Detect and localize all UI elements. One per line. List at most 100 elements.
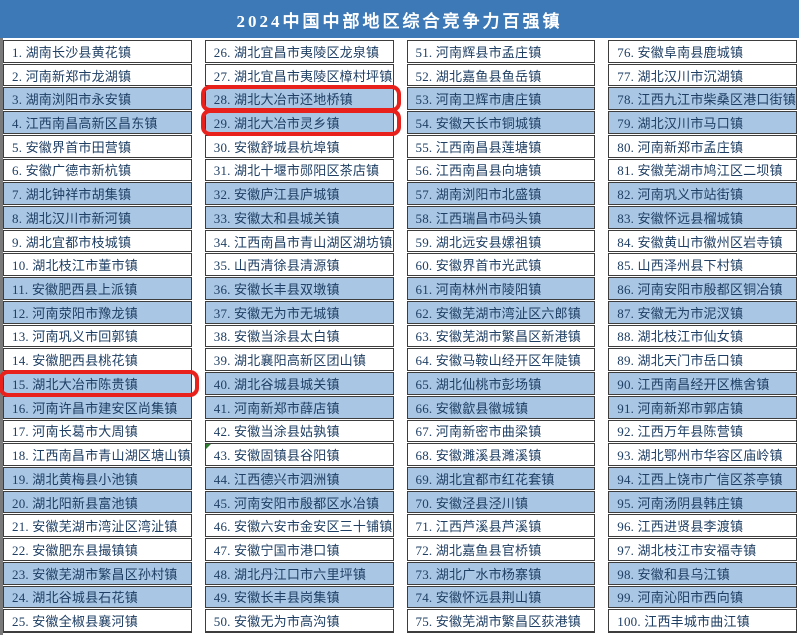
town-label: 66. 安徽歙县徽城镇 <box>415 400 529 416</box>
town-cell-11: 11. 安徽肥西县上派镇 <box>3 277 192 300</box>
town-cell-12: 12. 河南荥阳市豫龙镇 <box>3 300 192 324</box>
town-label: 42. 安徽当涂县姑孰镇 <box>213 424 340 440</box>
town-label: 87. 安徽无为市泥汊镇 <box>617 305 744 321</box>
town-label: 22. 安徽肥东县撮镇镇 <box>12 542 138 558</box>
town-cell-63: 63. 安徽芜湖市繁昌区新港镇 <box>406 324 596 348</box>
town-cell-45: 45. 河南安阳市殷都区水冶镇 <box>204 490 394 514</box>
town-cell-96: 96. 江西进贤县李渡镇 <box>608 514 797 538</box>
town-label: 35. 山西清徐县清源镇 <box>213 258 340 274</box>
town-cell-76: 76. 安徽阜南县鹿城镇 <box>608 40 797 63</box>
town-label: 43. 安徽固镇县谷阳镇 <box>213 448 340 464</box>
town-cell-69: 69. 湖北宜都市红花套镇 <box>406 466 596 490</box>
town-label: 80. 河南新郑市孟庄镇 <box>617 139 744 155</box>
town-label: 19. 湖北黄梅县小池镇 <box>12 471 138 487</box>
town-cell-100: 100. 江西丰城市曲江镇 <box>608 609 797 633</box>
town-label: 18. 江西南昌市青山湖区塘山镇 <box>12 448 191 464</box>
town-cell-51: 51. 河南辉县市孟庄镇 <box>406 40 596 63</box>
town-label: 48. 湖北丹江口市六里坪镇 <box>213 566 367 582</box>
town-cell-49: 49. 安徽长丰县岗集镇 <box>204 585 394 609</box>
town-label: 59. 湖北远安县嫘祖镇 <box>415 234 542 250</box>
town-cell-91: 91. 河南新郑市郭店镇 <box>608 395 797 419</box>
town-cell-39: 39. 湖北襄阳高新区团山镇 <box>204 348 394 372</box>
town-cell-61: 61. 河南林州市陵阳镇 <box>406 277 596 300</box>
town-label: 44. 江西德兴市泗洲镇 <box>213 471 340 487</box>
town-cell-13: 13. 河南巩义市回郭镇 <box>3 324 192 348</box>
town-cell-87: 87. 安徽无为市泥汊镇 <box>608 300 797 324</box>
town-label: 82. 河南巩义市站街镇 <box>617 187 744 203</box>
town-cell-32: 32. 安徽庐江县庐城镇 <box>204 182 394 206</box>
town-cell-78: 78. 江西九江市柴桑区港口街镇 <box>608 87 797 111</box>
town-cell-36: 36. 安徽长丰县双墩镇 <box>204 277 394 300</box>
town-label: 13. 河南巩义市回郭镇 <box>12 329 138 345</box>
town-label: 37. 安徽无为市无城镇 <box>213 305 340 321</box>
town-label: 9. 湖北宜都市枝城镇 <box>12 234 132 250</box>
town-cell-68: 68. 安徽濉溪县濉溪镇 <box>406 443 596 466</box>
town-label: 57. 湖南浏阳市北盛镇 <box>415 187 542 203</box>
town-cell-84: 84. 安徽黄山市徽州区岩寺镇 <box>608 229 797 253</box>
town-cell-95: 95. 河南汤阴县韩庄镇 <box>608 490 797 514</box>
town-label: 21. 安徽芜湖市湾沚区湾沚镇 <box>12 519 178 535</box>
town-cell-52: 52. 湖北嘉鱼县鱼岳镇 <box>406 63 596 87</box>
town-label: 88. 湖北枝江市仙女镇 <box>617 329 744 345</box>
town-label: 58. 江西瑞昌市码头镇 <box>415 210 542 226</box>
town-cell-43: 43. 安徽固镇县谷阳镇 <box>204 443 394 466</box>
town-cell-98: 98. 安徽和县乌江镇 <box>608 561 797 585</box>
town-label: 55. 江西南昌县莲塘镇 <box>415 139 542 155</box>
town-cell-74: 74. 安徽怀远县荆山镇 <box>406 585 596 609</box>
town-label: 95. 河南汤阴县韩庄镇 <box>617 495 744 511</box>
town-cell-29: 29. 湖北大冶市灵乡镇 <box>200 109 401 136</box>
town-label: 69. 湖北宜都市红花套镇 <box>415 471 555 487</box>
town-cell-64: 64. 安徽马鞍山经开区年陡镇 <box>406 348 596 372</box>
title-banner: 2024中国中部地区综合竞争力百强镇 <box>0 0 799 38</box>
town-label: 73. 湖北广水市杨寨镇 <box>415 566 542 582</box>
town-cell-66: 66. 安徽歙县徽城镇 <box>406 395 596 419</box>
town-cell-83: 83. 安徽怀远县榴城镇 <box>608 206 797 229</box>
town-cell-17: 17. 河南长葛市大周镇 <box>3 419 192 443</box>
town-label: 5. 安徽界首市田营镇 <box>12 139 132 155</box>
town-label: 61. 河南林州市陵阳镇 <box>415 282 542 298</box>
town-cell-20: 20. 湖北阳新县富池镇 <box>3 490 192 514</box>
town-label: 71. 江西芦溪县芦溪镇 <box>415 519 542 535</box>
town-cell-31: 31. 湖北十堰市郧阳区茶店镇 <box>204 158 394 182</box>
town-cell-22: 22. 安徽肥东县撮镇镇 <box>3 538 192 561</box>
town-label: 51. 河南辉县市孟庄镇 <box>415 44 542 60</box>
town-cell-42: 42. 安徽当涂县姑孰镇 <box>204 419 394 443</box>
town-label: 7. 湖北钟祥市胡集镇 <box>12 187 132 203</box>
town-cell-34: 34. 江西南昌市青山湖区湖坊镇 <box>204 229 394 253</box>
town-label: 68. 安徽濉溪县濉溪镇 <box>415 448 542 464</box>
town-label: 27. 湖北宜昌市夷陵区樟村坪镇 <box>213 68 393 84</box>
town-label: 46. 安徽六安市金安区三十铺镇 <box>213 519 393 535</box>
town-label: 53. 河南卫辉市唐庄镇 <box>415 92 542 108</box>
town-cell-80: 80. 河南新郑市孟庄镇 <box>608 134 797 158</box>
town-cell-18: 18. 江西南昌市青山湖区塘山镇 <box>3 443 192 466</box>
rank-column-1: 1. 湖南长沙县黄花镇 2. 河南新郑市龙湖镇 3. 湖南浏阳市永安镇 4. 江西南昌… <box>0 40 199 633</box>
town-cell-55: 55. 江西南昌县莲塘镇 <box>406 134 596 158</box>
town-label: 6. 安徽广德市新杭镇 <box>12 163 132 179</box>
page-title: 2024中国中部地区综合竞争力百强镇 <box>236 11 563 31</box>
town-cell-25: 25. 安徽全椒县襄河镇 <box>3 609 192 633</box>
town-cell-38: 38. 安徽当涂县太白镇 <box>204 324 394 348</box>
town-cell-46: 46. 安徽六安市金安区三十铺镇 <box>204 514 394 538</box>
town-label: 41. 河南新郑市薛店镇 <box>213 400 340 416</box>
town-cell-7: 7. 湖北钟祥市胡集镇 <box>3 182 192 206</box>
town-cell-59: 59. 湖北远安县嫘祖镇 <box>406 229 596 253</box>
town-label: 1. 湖南长沙县黄花镇 <box>12 44 132 60</box>
town-label: 28. 湖北大冶市还地桥镇 <box>213 92 353 108</box>
town-cell-15: 15. 湖北大冶市陈贵镇 <box>0 370 199 397</box>
town-label: 17. 河南长葛市大周镇 <box>12 424 138 440</box>
town-label: 90. 江西南昌经开区樵舍镇 <box>617 376 770 392</box>
town-cell-28: 28. 湖北大冶市还地桥镇 <box>200 85 401 112</box>
town-cell-79: 79. 湖北汉川市马口镇 <box>608 111 797 134</box>
town-label: 16. 河南许昌市建安区尚集镇 <box>12 400 178 416</box>
town-label: 45. 河南安阳市殷都区水冶镇 <box>213 495 380 511</box>
town-label: 99. 河南沁阳市西向镇 <box>617 590 744 606</box>
town-cell-58: 58. 江西瑞昌市码头镇 <box>406 206 596 229</box>
town-label: 31. 湖北十堰市郧阳区茶店镇 <box>213 163 380 179</box>
town-cell-30: 30. 安徽舒城县杭埠镇 <box>204 134 394 158</box>
town-label: 29. 湖北大冶市灵乡镇 <box>213 116 340 132</box>
town-cell-3: 3. 湖南浏阳市永安镇 <box>3 87 192 111</box>
town-cell-53: 53. 河南卫辉市唐庄镇 <box>406 87 596 111</box>
town-label: 32. 安徽庐江县庐城镇 <box>213 187 340 203</box>
town-label: 24. 湖北谷城县石花镇 <box>12 590 138 606</box>
town-label: 96. 江西进贤县李渡镇 <box>617 519 744 535</box>
